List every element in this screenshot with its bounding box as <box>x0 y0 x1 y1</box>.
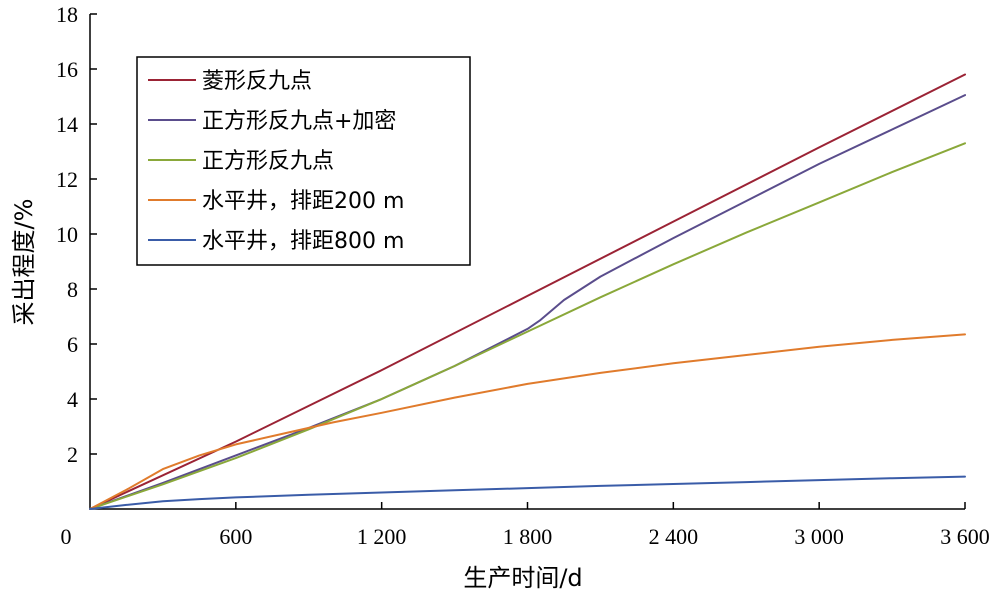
y-tick-label: 16 <box>56 57 78 82</box>
legend-label: 菱形反九点 <box>202 69 312 94</box>
legend-item-4: 水平井，排距200 m <box>148 189 404 214</box>
series-line-5 <box>89 475 966 510</box>
series-line-3 <box>89 142 966 510</box>
y-tick-label: 2 <box>67 442 78 467</box>
x-axis-label: 生产时间/d <box>463 564 582 592</box>
x-tick-label: 3 600 <box>940 524 990 549</box>
x-tick-label: 1 200 <box>357 524 407 549</box>
x-tick-label: 3 000 <box>794 524 844 549</box>
y-tick-label: 4 <box>67 387 78 412</box>
x-tick-label: 2 400 <box>649 524 699 549</box>
ticks: 0 600 1 200 1 800 2 400 3 000 3 600 2 4 6 8 10 12 14 1… <box>56 2 990 549</box>
y-tick-label: 10 <box>56 222 78 247</box>
x-tick-label: 600 <box>219 524 252 549</box>
series-line-1 <box>89 73 966 510</box>
origin-tick-label: 0 <box>61 524 72 549</box>
series-line-2 <box>89 94 966 510</box>
legend-item-5: 水平井，排距800 m <box>148 229 404 254</box>
legend-label: 正方形反九点 <box>202 149 334 174</box>
y-tick-label: 8 <box>67 277 78 302</box>
legend-label: 水平井，排距200 m <box>202 189 404 214</box>
series-line-4 <box>89 333 966 510</box>
legend-label: 水平井，排距800 m <box>202 229 404 254</box>
legend-item-1: 菱形反九点 <box>148 69 312 94</box>
legend-item-3: 正方形反九点 <box>148 149 334 174</box>
y-axis-label: 采出程度/% <box>10 199 38 326</box>
y-tick-label: 12 <box>56 167 78 192</box>
legend-item-2: 正方形反九点+加密 <box>148 109 396 134</box>
series-layer <box>89 73 966 510</box>
y-tick-label: 6 <box>67 332 78 357</box>
y-tick-label: 14 <box>56 112 78 137</box>
x-tick-label: 1 800 <box>503 524 553 549</box>
y-tick-label: 18 <box>56 2 78 27</box>
legend-label: 正方形反九点+加密 <box>202 109 396 134</box>
